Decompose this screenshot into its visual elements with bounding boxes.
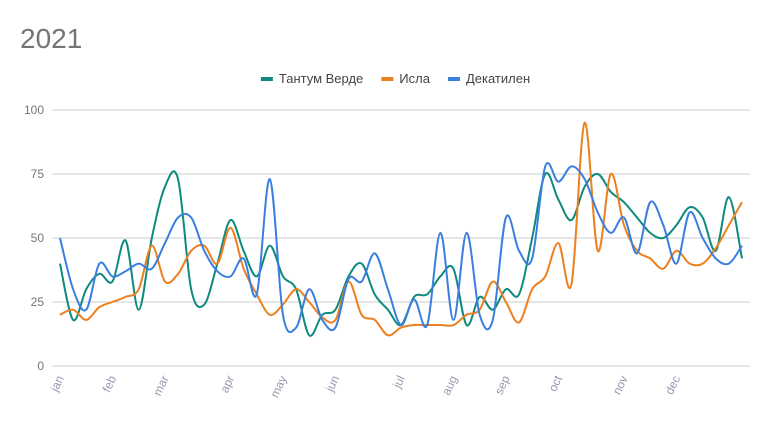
y-tick-label: 75 [31, 167, 45, 181]
chart-title: 2021 [20, 23, 82, 54]
series-line [59, 162, 743, 334]
legend-item: Декатилен [447, 71, 530, 86]
x-tick-label: dec [662, 373, 683, 396]
y-tick-label: 0 [37, 359, 44, 373]
legend-label: Тантум Верде [279, 71, 363, 86]
legend-swatch [260, 77, 273, 81]
x-tick-label: sep [492, 373, 513, 397]
legend-label: Декатилен [466, 71, 530, 86]
y-tick-label: 25 [31, 295, 45, 309]
legend-swatch [381, 77, 394, 81]
x-tick-label: jul [390, 373, 408, 391]
x-tick-label: may [267, 373, 289, 399]
x-tick-label: mar [150, 373, 171, 398]
x-tick-label: apr [217, 373, 237, 395]
x-tick-label: aug [439, 373, 460, 397]
legend-item: Исла [381, 71, 431, 86]
x-tick-label: feb [99, 373, 119, 394]
x-tick-label: oct [546, 373, 566, 394]
x-tick-label: jun [322, 373, 342, 394]
legend-item: Тантум Верде [260, 71, 363, 86]
legend: Тантум Верде Исла Декатилен [260, 71, 530, 86]
legend-swatch [447, 77, 460, 81]
x-tick-label: jan [47, 373, 67, 394]
y-tick-label: 50 [31, 231, 45, 245]
y-tick-label: 100 [24, 103, 44, 117]
x-tick-label: nov [610, 373, 631, 396]
series-line [59, 121, 743, 337]
legend-label: Исла [399, 71, 430, 86]
